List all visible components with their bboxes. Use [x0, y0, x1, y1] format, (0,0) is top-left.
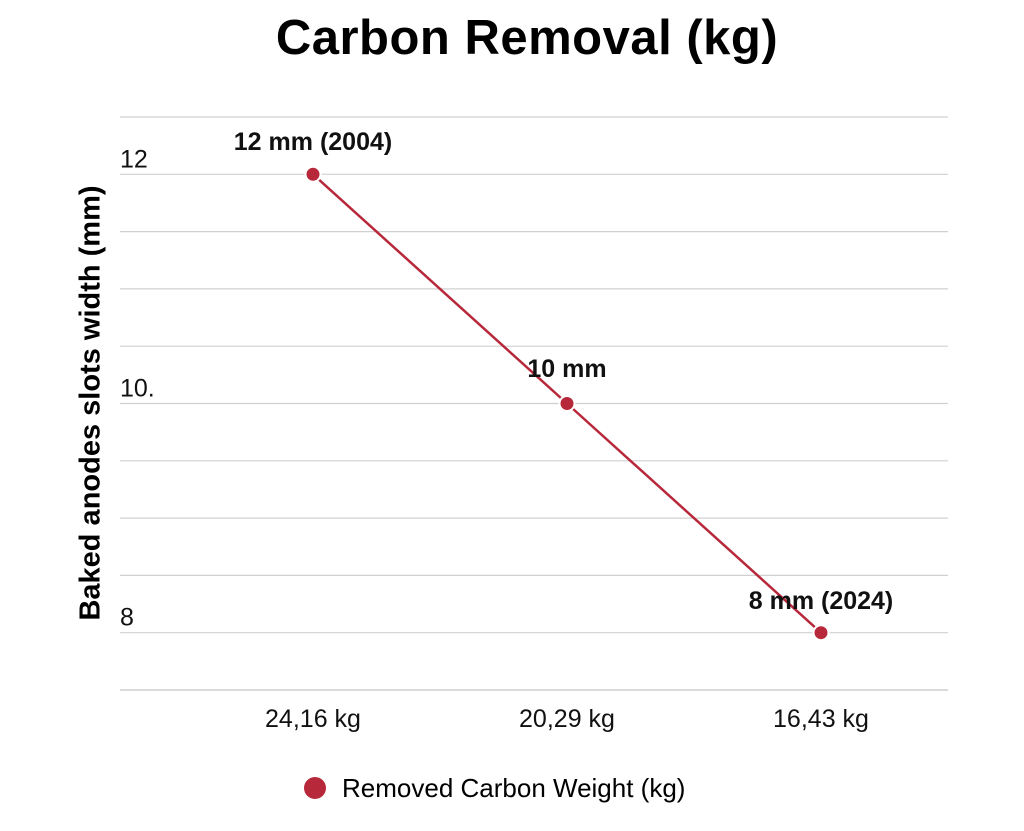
x-tick-label: 16,43 kg [773, 705, 869, 733]
legend: Removed Carbon Weight (kg) [304, 770, 685, 806]
y-tick-label: 8 [120, 604, 134, 632]
data-label: 12 mm (2004) [234, 128, 392, 156]
data-point [558, 395, 576, 412]
x-tick-label: 20,29 kg [519, 705, 615, 733]
x-tick-label: 24,16 kg [265, 705, 361, 733]
data-point [812, 624, 830, 642]
legend-marker [304, 777, 326, 799]
chart-title: Carbon Removal (kg) [275, 11, 779, 65]
legend-label: Removed Carbon Weight (kg) [342, 772, 686, 803]
y-tick-label: 12 [120, 145, 148, 173]
data-label: 10 mm [527, 355, 606, 383]
data-point [304, 165, 322, 183]
y-tick-label: 10. [120, 375, 155, 403]
data-label: 8 mm (2024) [749, 587, 894, 615]
